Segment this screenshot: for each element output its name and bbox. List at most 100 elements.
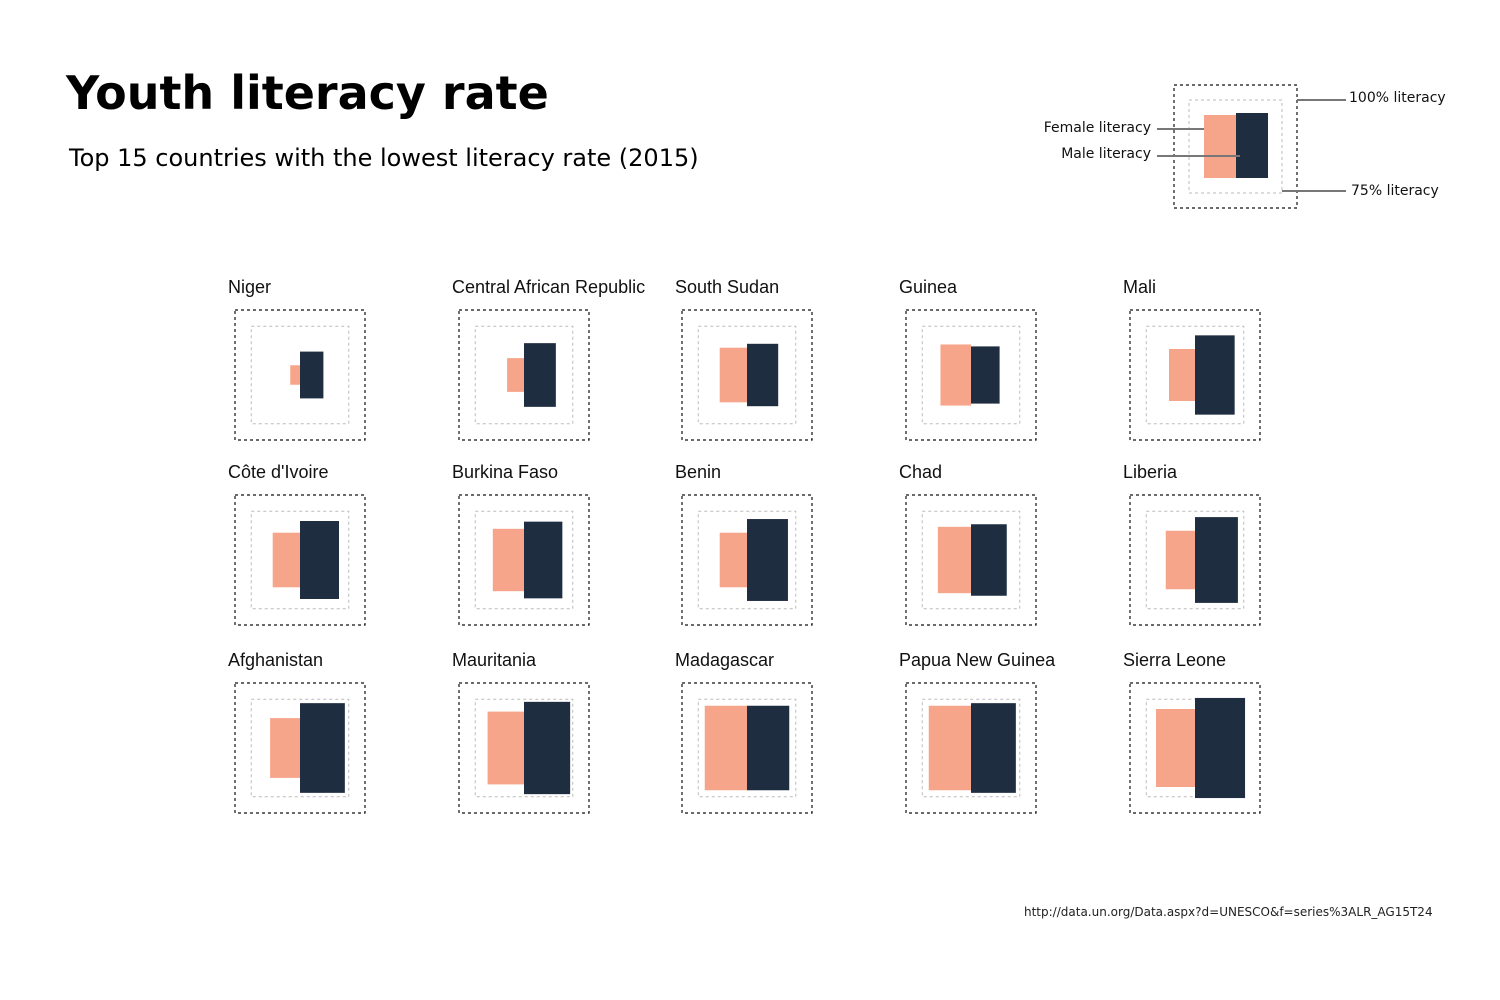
country-grid: Niger Central African Republic South Sudan… bbox=[228, 277, 1261, 814]
frame-75 bbox=[921, 510, 1021, 610]
legend-inner-label: 75% literacy bbox=[1351, 183, 1439, 199]
legend-male-bar bbox=[1236, 113, 1268, 178]
bar-male bbox=[300, 351, 324, 399]
frame-75 bbox=[1145, 510, 1245, 610]
bar-male bbox=[1195, 335, 1235, 415]
bar-female bbox=[270, 718, 300, 778]
country-cell-mali: Mali bbox=[1123, 277, 1261, 441]
chart-title: Youth literacy rate bbox=[66, 66, 549, 120]
frame-75 bbox=[250, 325, 350, 425]
bar-female bbox=[719, 347, 747, 403]
country-label: Niger bbox=[228, 277, 271, 297]
frame-75 bbox=[474, 510, 574, 610]
country-label: Mauritania bbox=[452, 650, 537, 670]
bar-female bbox=[719, 532, 747, 588]
frame-75 bbox=[697, 698, 797, 798]
bar-female bbox=[1169, 349, 1195, 401]
frame-100 bbox=[458, 682, 590, 814]
bar-female bbox=[487, 711, 524, 785]
country-label: Madagascar bbox=[675, 650, 774, 670]
country-cell-liberia: Liberia bbox=[1123, 462, 1261, 626]
frame-75 bbox=[697, 325, 797, 425]
frame-75 bbox=[697, 510, 797, 610]
bar-male bbox=[300, 703, 345, 793]
bar-male bbox=[524, 521, 563, 599]
frame-75 bbox=[474, 698, 574, 798]
legend-male-label: Male literacy bbox=[1061, 146, 1151, 162]
frame-100 bbox=[681, 682, 813, 814]
bar-male bbox=[747, 705, 790, 791]
legend-inner-frame bbox=[1188, 99, 1283, 194]
country-cell-madagascar: Madagascar bbox=[675, 650, 813, 814]
country-cell-chad: Chad bbox=[899, 462, 1037, 626]
frame-75 bbox=[250, 510, 350, 610]
bar-male bbox=[971, 346, 1000, 404]
chart-subtitle: Top 15 countries with the lowest literac… bbox=[69, 144, 699, 172]
bar-male bbox=[1195, 517, 1238, 603]
frame-100 bbox=[234, 494, 366, 626]
country-cell-papua-new-guinea: Papua New Guinea bbox=[899, 650, 1056, 814]
bar-male bbox=[524, 701, 571, 795]
bar-male bbox=[971, 703, 1016, 793]
country-label: Papua New Guinea bbox=[899, 650, 1056, 670]
frame-100 bbox=[234, 309, 366, 441]
frame-100 bbox=[458, 309, 590, 441]
frame-100 bbox=[1129, 309, 1261, 441]
bar-female bbox=[1156, 709, 1195, 787]
frame-75 bbox=[250, 698, 350, 798]
frame-100 bbox=[458, 494, 590, 626]
bar-male bbox=[300, 521, 339, 599]
country-label: Benin bbox=[675, 462, 721, 482]
bar-female bbox=[290, 365, 300, 385]
frame-100 bbox=[234, 682, 366, 814]
country-label: Liberia bbox=[1123, 462, 1178, 482]
country-label: Afghanistan bbox=[228, 650, 323, 670]
country-cell-central-african-republic: Central African Republic bbox=[452, 277, 645, 441]
legend-outer-label: 100% literacy bbox=[1349, 90, 1446, 106]
bar-female bbox=[492, 528, 524, 592]
bar-female bbox=[1165, 530, 1195, 590]
country-cell-cote-d-ivoire: Côte d'Ivoire bbox=[228, 462, 366, 626]
frame-100 bbox=[1129, 494, 1261, 626]
bar-female bbox=[704, 705, 747, 791]
bar-female bbox=[507, 358, 524, 392]
country-label: Guinea bbox=[899, 277, 958, 297]
bar-female bbox=[937, 526, 971, 594]
frame-100 bbox=[681, 494, 813, 626]
country-cell-mauritania: Mauritania bbox=[452, 650, 590, 814]
country-label: Central African Republic bbox=[452, 277, 645, 297]
country-cell-guinea: Guinea bbox=[899, 277, 1037, 441]
country-label: South Sudan bbox=[675, 277, 779, 297]
country-cell-burkina-faso: Burkina Faso bbox=[452, 462, 590, 626]
legend-female-bar bbox=[1204, 115, 1236, 178]
country-label: Sierra Leone bbox=[1123, 650, 1226, 670]
country-cell-south-sudan: South Sudan bbox=[675, 277, 813, 441]
bar-female bbox=[272, 532, 300, 588]
country-label: Côte d'Ivoire bbox=[228, 462, 329, 482]
bar-male bbox=[971, 524, 1007, 596]
country-cell-sierra-leone: Sierra Leone bbox=[1123, 650, 1261, 814]
bar-male bbox=[1195, 697, 1246, 799]
country-cell-niger: Niger bbox=[228, 277, 366, 441]
bar-female bbox=[928, 705, 971, 791]
bar-female bbox=[940, 344, 971, 406]
frame-75 bbox=[474, 325, 574, 425]
bar-male bbox=[747, 343, 779, 407]
source-link[interactable]: http://data.un.org/Data.aspx?d=UNESCO&f=… bbox=[1024, 905, 1433, 919]
country-label: Chad bbox=[899, 462, 942, 482]
frame-100 bbox=[905, 682, 1037, 814]
country-cell-benin: Benin bbox=[675, 462, 813, 626]
country-label: Mali bbox=[1123, 277, 1156, 297]
frame-75 bbox=[1145, 325, 1245, 425]
bar-male bbox=[524, 343, 556, 407]
frame-100 bbox=[681, 309, 813, 441]
legend-female-label: Female literacy bbox=[1044, 120, 1151, 136]
frame-100 bbox=[905, 309, 1037, 441]
frame-75 bbox=[921, 698, 1021, 798]
country-label: Burkina Faso bbox=[452, 462, 558, 482]
frame-100 bbox=[1129, 682, 1261, 814]
frame-100 bbox=[905, 494, 1037, 626]
bar-male bbox=[747, 519, 788, 601]
frame-75 bbox=[921, 325, 1021, 425]
